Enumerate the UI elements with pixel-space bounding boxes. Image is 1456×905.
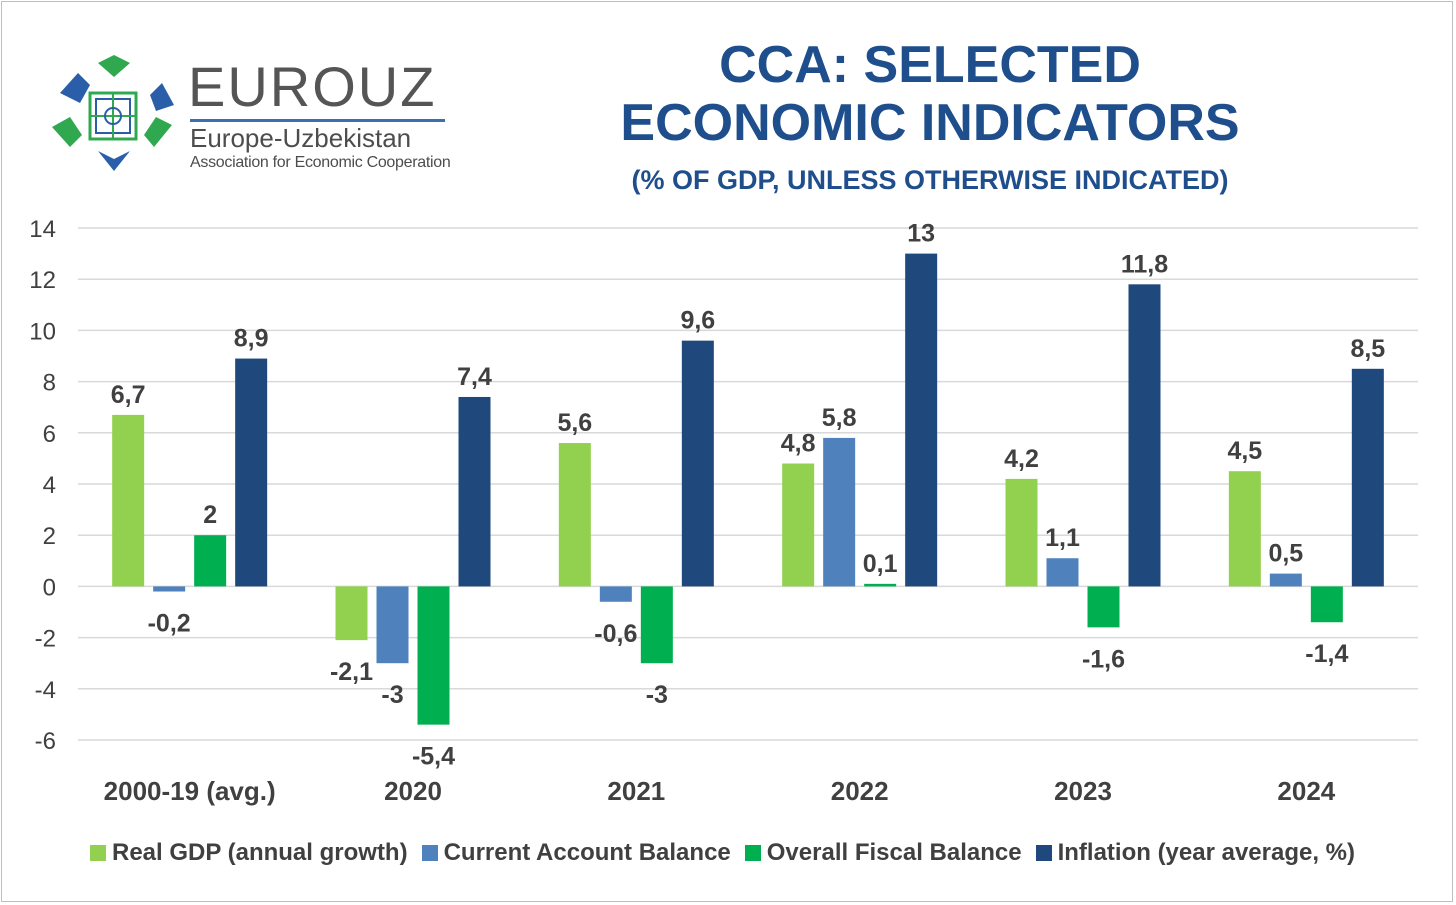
data-label: 5,8 xyxy=(822,404,857,432)
data-label: 8,5 xyxy=(1350,335,1385,363)
logo-subtitle: Europe-Uzbekistan xyxy=(190,123,412,153)
y-tick-label: 12 xyxy=(29,267,56,294)
data-label: -0,6 xyxy=(594,620,637,648)
data-label: 0,5 xyxy=(1268,540,1303,568)
y-tick-label: 6 xyxy=(43,421,56,448)
bar xyxy=(599,586,632,602)
bar xyxy=(1005,478,1038,587)
legend-swatch-real-gdp xyxy=(90,845,106,861)
bar xyxy=(1269,573,1302,587)
y-tick-label: 8 xyxy=(43,370,56,397)
data-label: -1,4 xyxy=(1305,640,1348,668)
y-tick-label: -6 xyxy=(35,728,56,755)
data-label: 9,6 xyxy=(680,307,715,335)
eurouz-logo: EUROUZ Europe-Uzbekistan Association for… xyxy=(50,55,460,180)
bar xyxy=(235,358,268,587)
data-label: -2,1 xyxy=(330,658,373,686)
bar xyxy=(1351,368,1384,587)
x-tick-label: 2023 xyxy=(1054,776,1112,806)
data-label: 0,1 xyxy=(863,550,898,578)
y-tick-label: -2 xyxy=(35,626,56,653)
data-label: 4,2 xyxy=(1004,445,1039,473)
bar xyxy=(640,586,673,664)
bar xyxy=(112,414,145,587)
bar xyxy=(417,586,450,725)
legend-label-inflation: Inflation (year average, %) xyxy=(1057,839,1356,866)
x-tick-label: 2024 xyxy=(1277,776,1335,806)
legend-swatch-inflation xyxy=(1035,845,1052,861)
bar xyxy=(782,463,815,587)
legend-item-fiscal: Overall Fiscal Balance xyxy=(744,839,1022,867)
y-tick-label: 14 xyxy=(29,216,56,243)
legend-item-inflation: Inflation (year average, %) xyxy=(1035,839,1356,867)
chart-legend: Real GDP (annual growth) Current Account… xyxy=(90,836,1390,870)
data-label: -1,6 xyxy=(1082,645,1125,673)
data-label: -3 xyxy=(381,681,403,709)
logo-name: EUROUZ xyxy=(188,55,437,118)
y-tick-label: -4 xyxy=(35,677,56,704)
logo-underline xyxy=(190,119,445,122)
bar xyxy=(1128,284,1161,587)
data-label: -3 xyxy=(646,681,668,709)
x-tick-label: 2020 xyxy=(384,776,442,806)
bar xyxy=(153,586,186,592)
legend-label-current-account: Current Account Balance xyxy=(443,839,731,866)
y-tick-label: 4 xyxy=(43,472,56,499)
y-tick-label: 0 xyxy=(43,574,56,601)
bar xyxy=(376,586,409,664)
legend-label-fiscal: Overall Fiscal Balance xyxy=(766,839,1022,866)
data-label: 7,4 xyxy=(457,363,492,391)
x-tick-label: 2000-19 (avg.) xyxy=(104,776,276,806)
data-label: 1,1 xyxy=(1045,524,1080,552)
chart-title-line1: CCA: SELECTED xyxy=(719,36,1141,94)
logo-tagline: Association for Economic Cooperation xyxy=(190,154,451,171)
chart-subtitle: (% OF GDP, UNLESS OTHERWISE INDICATED) xyxy=(631,165,1229,195)
bar xyxy=(458,396,491,587)
data-label: 11,8 xyxy=(1121,250,1168,278)
data-label: 2 xyxy=(203,501,217,529)
bar xyxy=(1046,558,1079,587)
legend-swatch-current-account xyxy=(421,845,438,861)
legend-swatch-fiscal xyxy=(744,845,761,861)
bar xyxy=(681,340,714,587)
y-tick-label: 10 xyxy=(29,318,56,345)
bar xyxy=(558,443,591,587)
bar xyxy=(864,583,897,587)
data-label: 5,6 xyxy=(557,409,592,437)
legend-item-real-gdp: Real GDP (annual growth) xyxy=(90,839,408,867)
chart-title-line2: ECONOMIC INDICATORS xyxy=(620,94,1240,152)
data-label: 6,7 xyxy=(111,381,146,409)
bar xyxy=(1087,586,1120,628)
bar xyxy=(823,437,856,587)
y-tick-label: 2 xyxy=(43,523,56,550)
data-label: 13 xyxy=(907,220,935,248)
bar xyxy=(905,253,938,587)
data-label: 4,8 xyxy=(781,430,816,458)
bar xyxy=(194,535,227,587)
data-label: -0,2 xyxy=(148,610,191,638)
data-label: -5,4 xyxy=(412,743,455,771)
bar xyxy=(335,586,368,641)
bar xyxy=(1228,471,1261,587)
legend-label-real-gdp: Real GDP (annual growth) xyxy=(112,839,408,866)
data-label: 8,9 xyxy=(234,325,269,353)
x-tick-label: 2021 xyxy=(607,776,665,806)
legend-item-current-account: Current Account Balance xyxy=(421,839,731,867)
chart-title: CCA: SELECTED ECONOMIC INDICATORS xyxy=(520,36,1340,152)
logo-emblem-icon xyxy=(52,55,174,171)
bar xyxy=(1310,586,1343,623)
data-label: 4,5 xyxy=(1227,437,1262,465)
x-tick-label: 2022 xyxy=(831,776,889,806)
